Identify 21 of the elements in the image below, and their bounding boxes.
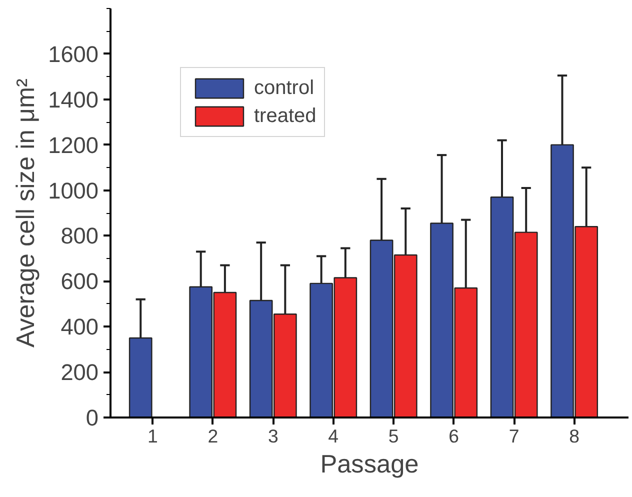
x-tick-label: 5 xyxy=(388,426,399,446)
y-tick-label: 1000 xyxy=(48,177,99,204)
y-tick-label: 1400 xyxy=(48,86,99,112)
y-tick-label: 800 xyxy=(60,222,99,249)
x-tick-label: 7 xyxy=(508,426,520,446)
y-tick-label: 0 xyxy=(86,404,99,430)
x-tick-label: 3 xyxy=(268,426,278,446)
y-tick-label: 400 xyxy=(60,314,99,340)
x-tick-label: 1 xyxy=(147,426,158,446)
legend-label: treated xyxy=(254,104,316,128)
y-tick-label: 1600 xyxy=(48,40,99,67)
x-tick-label: 8 xyxy=(569,426,580,446)
y-tick-label: 1200 xyxy=(48,132,99,158)
x-tick-label: 4 xyxy=(328,426,339,446)
x-tick-label: 2 xyxy=(208,426,218,446)
legend-label: control xyxy=(254,76,314,100)
y-axis-title: Average cell size in μm² xyxy=(12,78,40,348)
x-axis-title: Passage xyxy=(320,450,419,478)
y-tick-label: 600 xyxy=(60,268,99,294)
y-tick-label: 200 xyxy=(60,359,99,386)
x-tick-label: 6 xyxy=(448,426,460,446)
